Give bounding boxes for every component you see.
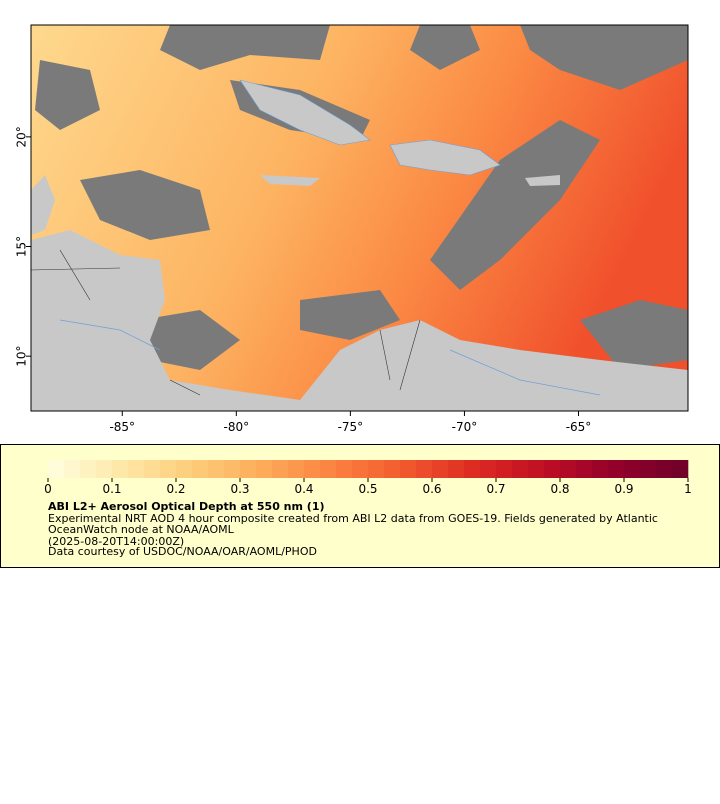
- colorbar-tick-label: 0.3: [230, 482, 249, 496]
- legend-line: Experimental NRT AOD 4 hour composite cr…: [48, 512, 658, 525]
- colorbar-swatch: [432, 460, 449, 478]
- colorbar-tick-label: 0.1: [102, 482, 121, 496]
- legend-title: ABI L2+ Aerosol Optical Depth at 550 nm …: [48, 500, 325, 513]
- colorbar-swatch: [448, 460, 465, 478]
- colorbar-swatch: [512, 460, 529, 478]
- colorbar-swatch: [384, 460, 401, 478]
- colorbar-tick-label: 0.5: [358, 482, 377, 496]
- colorbar-swatch: [368, 460, 385, 478]
- colorbar-swatch: [176, 460, 193, 478]
- colorbar-swatch: [64, 460, 81, 478]
- colorbar-swatch: [48, 460, 65, 478]
- colorbar-tick-label: 0.4: [294, 482, 313, 496]
- colorbar-swatch: [544, 460, 561, 478]
- colorbar-swatch: [560, 460, 577, 478]
- colorbar-swatch: [528, 460, 545, 478]
- y-tick-label: 10°: [15, 346, 29, 367]
- land: [260, 175, 320, 186]
- colorbar-swatch: [624, 460, 641, 478]
- colorbar-swatch: [304, 460, 321, 478]
- land: [525, 175, 560, 186]
- colorbar-swatch: [480, 460, 497, 478]
- axes: -85° -80° -75° -70° -65° 10° 15° 20°: [15, 126, 592, 434]
- colorbar-swatch: [272, 460, 289, 478]
- no-data: [140, 310, 240, 370]
- colorbar-swatch: [352, 460, 369, 478]
- no-data: [410, 25, 480, 70]
- colorbar-swatch: [640, 460, 657, 478]
- colorbar-swatch: [592, 460, 609, 478]
- colorbar-swatch: [496, 460, 513, 478]
- colorbar-tick-label: 0: [44, 482, 52, 496]
- map-image: [31, 25, 688, 411]
- colorbar-swatch: [416, 460, 433, 478]
- colorbar-swatch: [96, 460, 113, 478]
- colorbar-swatch: [80, 460, 97, 478]
- colorbar-swatch: [656, 460, 673, 478]
- no-data: [160, 25, 330, 70]
- colorbar-swatch: [224, 460, 241, 478]
- y-tick-label: 20°: [15, 126, 29, 147]
- plot-frame: [30, 24, 689, 412]
- colorbar-swatch: [336, 460, 353, 478]
- colorbar-tick-label: 0.6: [422, 482, 441, 496]
- x-tick-label: -85°: [109, 420, 135, 434]
- no-data: [430, 120, 600, 290]
- x-tick-label: -80°: [224, 420, 250, 434]
- legend-line: Data courtesy of USDOC/NOAA/OAR/AOML/PHO…: [48, 545, 317, 558]
- colorbar-swatch: [256, 460, 273, 478]
- x-tick-label: -70°: [452, 420, 478, 434]
- land: [389, 139, 501, 176]
- land: [31, 230, 688, 411]
- land: [31, 175, 55, 235]
- colorbar-swatch: [112, 460, 129, 478]
- colorbar-tick-label: 0.9: [614, 482, 633, 496]
- legend-line: (2025-08-20T14:00:00Z): [48, 535, 184, 548]
- borders: [31, 249, 421, 396]
- land: [239, 79, 371, 146]
- colorbar-swatch: [192, 460, 209, 478]
- colorbar-swatch: [288, 460, 305, 478]
- rivers: [59, 319, 601, 396]
- no-data: [580, 300, 688, 370]
- colorbar-swatch: [400, 460, 417, 478]
- colorbar-tick-label: 1: [684, 482, 692, 496]
- colorbar-swatch: [128, 460, 145, 478]
- colorbar-swatch: [240, 460, 257, 478]
- no-data: [300, 290, 400, 340]
- colorbar: 0 0.1 0.2 0.3 0.4 0.5 0.6 0.7 0.8 0.9 1: [44, 460, 692, 496]
- colorbar-swatch: [672, 460, 689, 478]
- colorbar-swatch: [208, 460, 225, 478]
- colorbar-tick-label: 0.2: [166, 482, 185, 496]
- x-tick-label: -65°: [566, 420, 592, 434]
- x-tick-label: -75°: [338, 420, 364, 434]
- colorbar-tick-label: 0.8: [550, 482, 569, 496]
- legend-line: OceanWatch node at NOAA/AOML: [48, 523, 235, 536]
- no-data: [80, 170, 210, 240]
- colorbar-swatch: [608, 460, 625, 478]
- colorbar-swatch: [144, 460, 161, 478]
- colorbar-swatch: [160, 460, 177, 478]
- colorbar-swatch: [464, 460, 481, 478]
- y-tick-label: 15°: [15, 236, 29, 257]
- colorbar-swatch: [576, 460, 593, 478]
- no-data: [35, 60, 100, 130]
- no-data: [520, 25, 688, 90]
- colorbar-swatch: [320, 460, 337, 478]
- colorbar-tick-label: 0.7: [486, 482, 505, 496]
